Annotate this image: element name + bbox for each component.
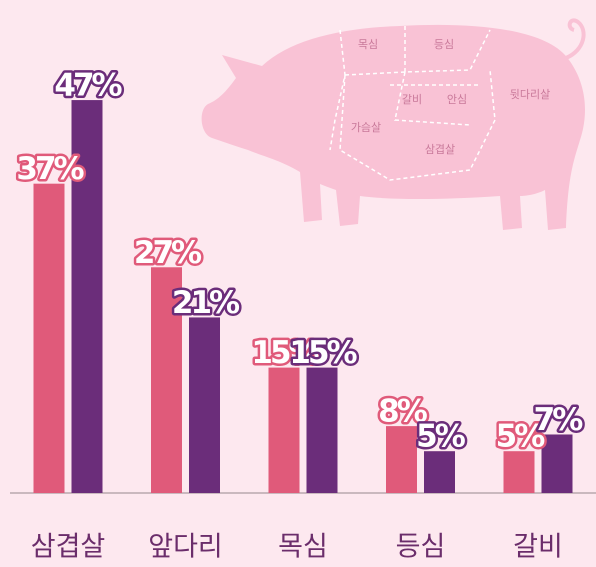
value-label: 15% bbox=[289, 335, 357, 371]
bar bbox=[306, 367, 338, 493]
bar bbox=[33, 183, 65, 493]
pig-label: 등심 bbox=[434, 38, 454, 51]
pig-tail bbox=[565, 18, 586, 60]
value-label: 5% bbox=[496, 419, 546, 455]
pig-label: 목심 bbox=[358, 38, 378, 51]
x-tick-label: 삼겹살 bbox=[31, 532, 106, 563]
pig-label: 가슴살 bbox=[351, 121, 381, 134]
pig-label: 삼겹살 bbox=[425, 143, 455, 156]
x-tick-label: 갈비 bbox=[513, 532, 563, 563]
value-label: 7% bbox=[534, 402, 584, 438]
bar bbox=[268, 367, 300, 493]
x-tick-label: 등심 bbox=[396, 532, 446, 563]
bar bbox=[503, 451, 535, 493]
value-label: 27% bbox=[134, 235, 202, 271]
pig-label: 뒷다리살 bbox=[510, 88, 550, 101]
value-label: 15% bbox=[251, 335, 319, 371]
bar bbox=[424, 451, 455, 493]
x-tick-label: 목심 bbox=[278, 532, 328, 563]
bar bbox=[541, 434, 573, 493]
value-label: 8% bbox=[378, 394, 428, 430]
pig-label: 갈비 bbox=[402, 92, 422, 106]
bar bbox=[386, 426, 417, 493]
value-label: 5% bbox=[416, 419, 466, 455]
bar bbox=[71, 100, 103, 493]
cut-lines bbox=[329, 25, 496, 181]
pig-label: 안심 bbox=[447, 93, 467, 106]
value-label: 37% bbox=[16, 151, 84, 187]
pig-body bbox=[201, 24, 585, 230]
value-label: 47% bbox=[54, 68, 122, 104]
bar bbox=[189, 317, 220, 493]
value-label: 21% bbox=[172, 285, 240, 321]
pig-illustration: 목심 등심 갈비 안심 뒷다리살 가슴살 삼겹살 bbox=[201, 18, 586, 230]
bar bbox=[151, 267, 182, 493]
x-tick-label: 앞다리 bbox=[148, 532, 223, 563]
